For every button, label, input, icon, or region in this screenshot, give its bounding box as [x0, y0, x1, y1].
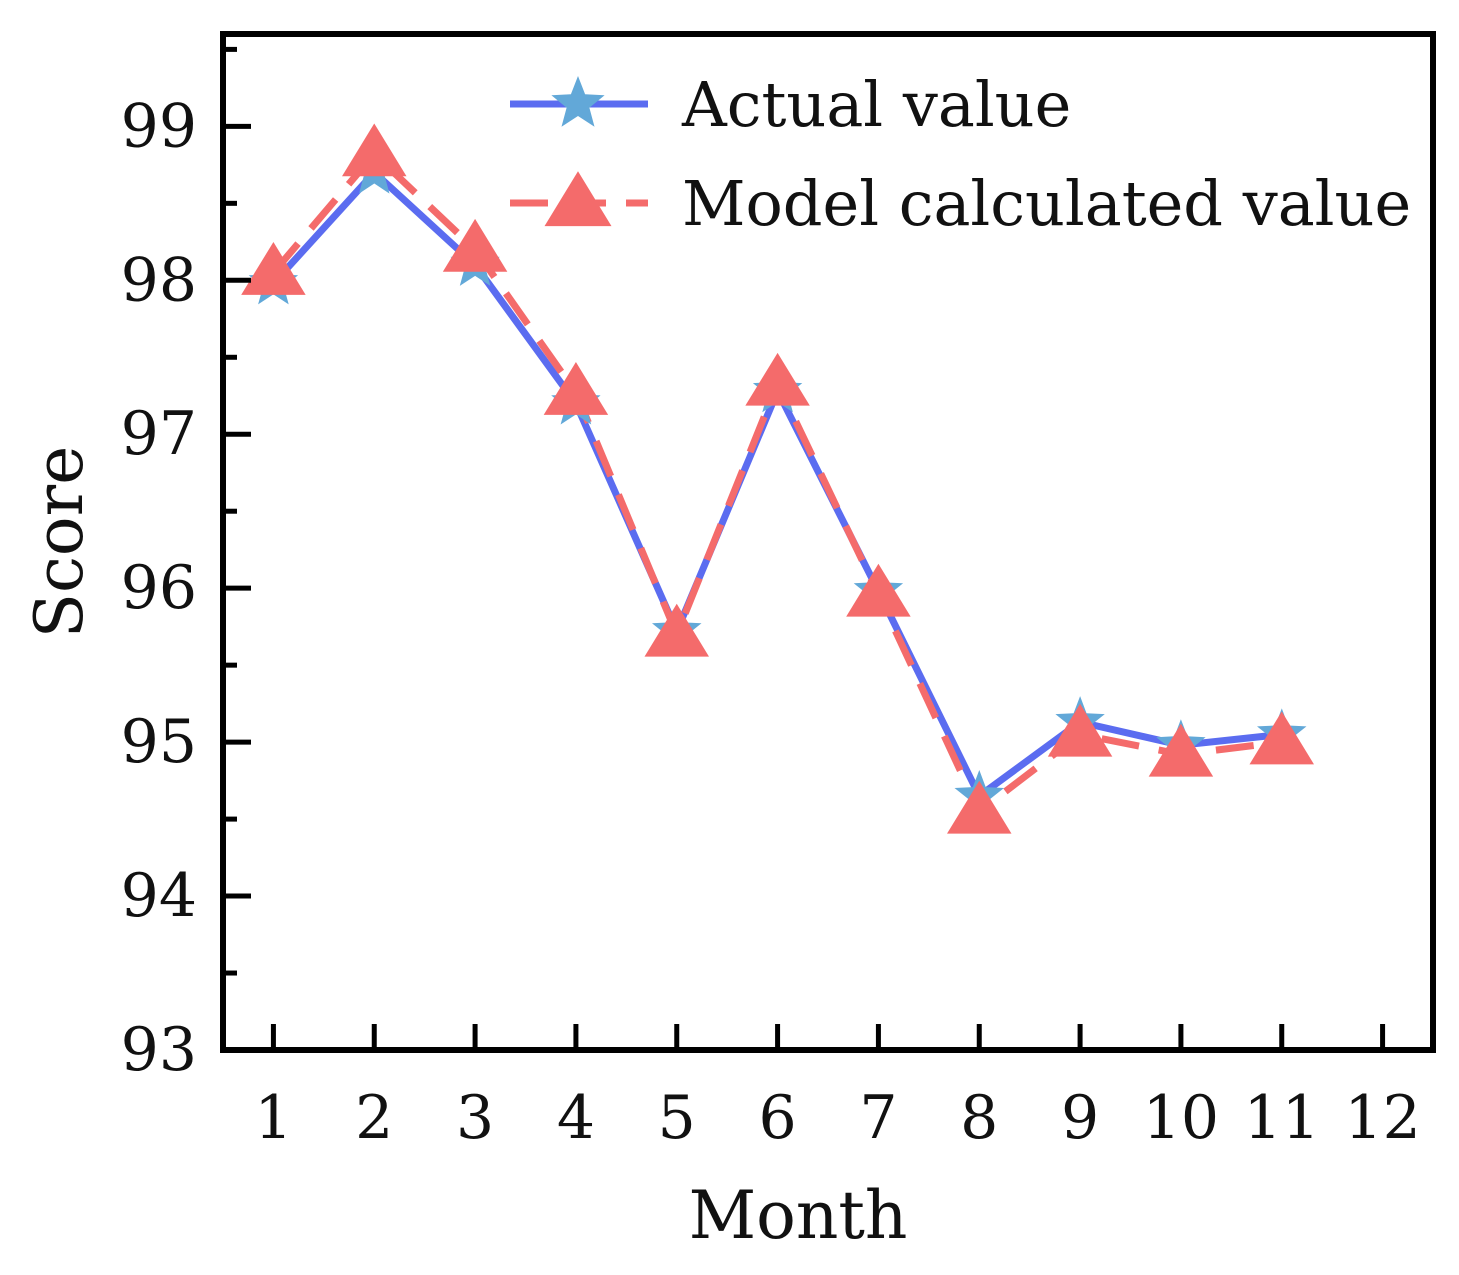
- model-point: [644, 603, 709, 657]
- legend-label: Model calculated value: [682, 167, 1411, 240]
- y-axis-title: Score: [21, 446, 98, 639]
- plot-layer: [270, 150, 1283, 815]
- legend-star-marker: [551, 76, 605, 127]
- x-tick-label: 9: [1061, 1083, 1099, 1153]
- model-point: [1249, 711, 1314, 765]
- legend-item-actual: Actual value: [510, 68, 1071, 141]
- model-point: [1148, 723, 1214, 777]
- model-point: [846, 563, 911, 617]
- model-point: [947, 780, 1012, 834]
- y-tick-label: 94: [121, 861, 197, 931]
- x-tick-label: 4: [557, 1083, 595, 1153]
- model-point: [241, 241, 306, 295]
- x-tick-label: 8: [960, 1083, 998, 1153]
- x-tick-label: 5: [658, 1083, 696, 1153]
- model-point: [543, 362, 609, 415]
- plot-frame: [220, 31, 1436, 1053]
- x-tick-label: 7: [859, 1083, 897, 1153]
- legend-item-model: Model calculated value: [510, 167, 1411, 240]
- model-point: [745, 352, 810, 406]
- series-line-actual: [270, 169, 1283, 800]
- marks-layer: [241, 123, 1314, 834]
- x-tick-label: 2: [355, 1083, 393, 1153]
- y-tick-label: 93: [121, 1015, 197, 1085]
- x-tick-label: 11: [1244, 1083, 1320, 1153]
- x-tick-label: 1: [254, 1083, 292, 1153]
- model-point: [342, 123, 407, 177]
- series-line-model: [270, 150, 1283, 815]
- x-tick-label: 12: [1344, 1083, 1420, 1153]
- y-tick-label: 99: [121, 91, 197, 161]
- y-tick-label: 97: [121, 399, 197, 469]
- x-tick-label: 10: [1143, 1083, 1219, 1153]
- x-tick-label: 6: [758, 1083, 796, 1153]
- legend-triangle-marker: [544, 171, 612, 227]
- y-tick-label: 95: [121, 707, 197, 777]
- x-tick-label: 3: [456, 1083, 494, 1153]
- legend-label: Actual value: [681, 68, 1071, 141]
- legend: Actual value Model calculated value: [510, 68, 1411, 240]
- x-axis-title: Month: [689, 1177, 908, 1254]
- y-tick-label: 98: [121, 245, 197, 315]
- model-point: [442, 218, 508, 272]
- model-point: [1047, 703, 1113, 757]
- y-tick-label: 96: [121, 553, 197, 623]
